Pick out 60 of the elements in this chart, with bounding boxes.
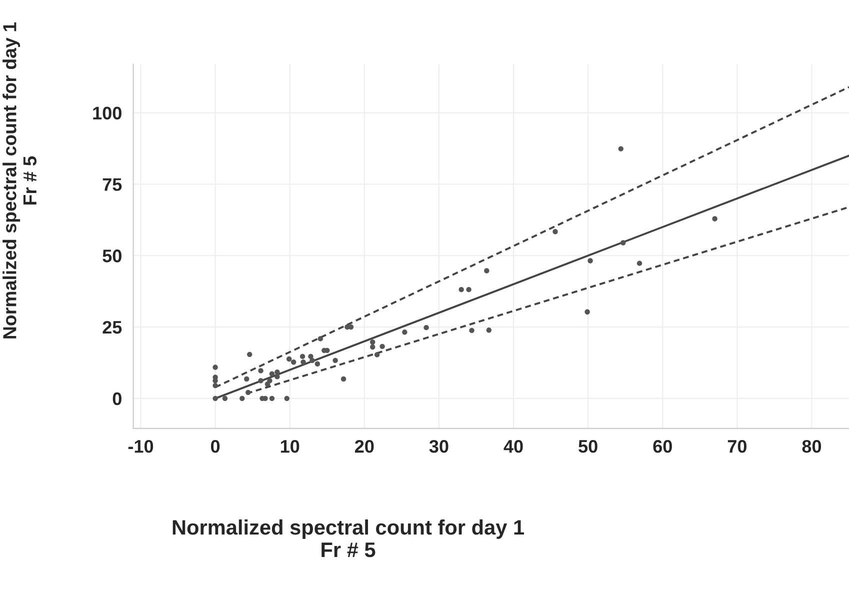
x-tick-label: 60 <box>653 440 672 453</box>
point <box>712 216 718 222</box>
x-tick-label: 70 <box>728 440 746 453</box>
y-tick-label: 0 <box>112 392 122 406</box>
point <box>300 360 306 365</box>
x-tick-label: 40 <box>504 440 523 453</box>
x-tick-label: 10 <box>280 440 300 453</box>
y-tick-label: 100 <box>93 106 122 120</box>
y-tick-label: 25 <box>102 320 122 334</box>
point <box>466 287 472 292</box>
point <box>258 368 264 374</box>
point <box>269 371 275 376</box>
x-axis-title: Normalized spectral count for day 1 Fr # 5 <box>172 519 524 558</box>
y-axis-title: Normalized spectral count for day 1 Fr # 5 <box>2 22 37 338</box>
point <box>258 378 264 384</box>
point <box>618 146 624 152</box>
point <box>424 324 429 330</box>
point <box>584 309 590 314</box>
point <box>318 336 324 342</box>
point <box>469 328 474 334</box>
point <box>246 390 251 396</box>
point <box>310 358 315 364</box>
point <box>269 396 275 402</box>
point <box>290 360 296 365</box>
point <box>222 396 228 402</box>
point <box>286 356 292 362</box>
point <box>244 376 250 382</box>
point <box>374 352 380 358</box>
point <box>636 260 642 266</box>
point <box>458 287 464 292</box>
point <box>380 344 385 350</box>
point <box>588 258 593 264</box>
point <box>552 229 558 234</box>
point <box>267 378 272 384</box>
y-tick-label: 75 <box>102 178 122 191</box>
x-tick-label: 30 <box>429 440 448 453</box>
x-tick-label: 20 <box>354 440 374 453</box>
point <box>486 328 492 333</box>
y-tick-label: 50 <box>102 250 122 262</box>
point <box>340 376 346 382</box>
point <box>402 330 408 335</box>
x-tick-label: 50 <box>578 440 598 453</box>
point <box>314 361 320 366</box>
point <box>212 382 218 388</box>
point <box>484 268 490 274</box>
x-tick-label: 80 <box>802 440 822 453</box>
point <box>212 364 218 370</box>
point <box>300 354 306 360</box>
point <box>370 340 376 345</box>
point <box>332 358 338 364</box>
point <box>274 374 280 380</box>
point <box>370 344 376 350</box>
point <box>274 370 280 375</box>
point <box>620 240 626 246</box>
x-tick-label: -10 <box>128 440 154 453</box>
point <box>240 396 245 402</box>
point <box>284 396 290 402</box>
point <box>212 396 218 402</box>
x-tick-label: 0 <box>210 440 220 453</box>
point <box>246 352 252 358</box>
